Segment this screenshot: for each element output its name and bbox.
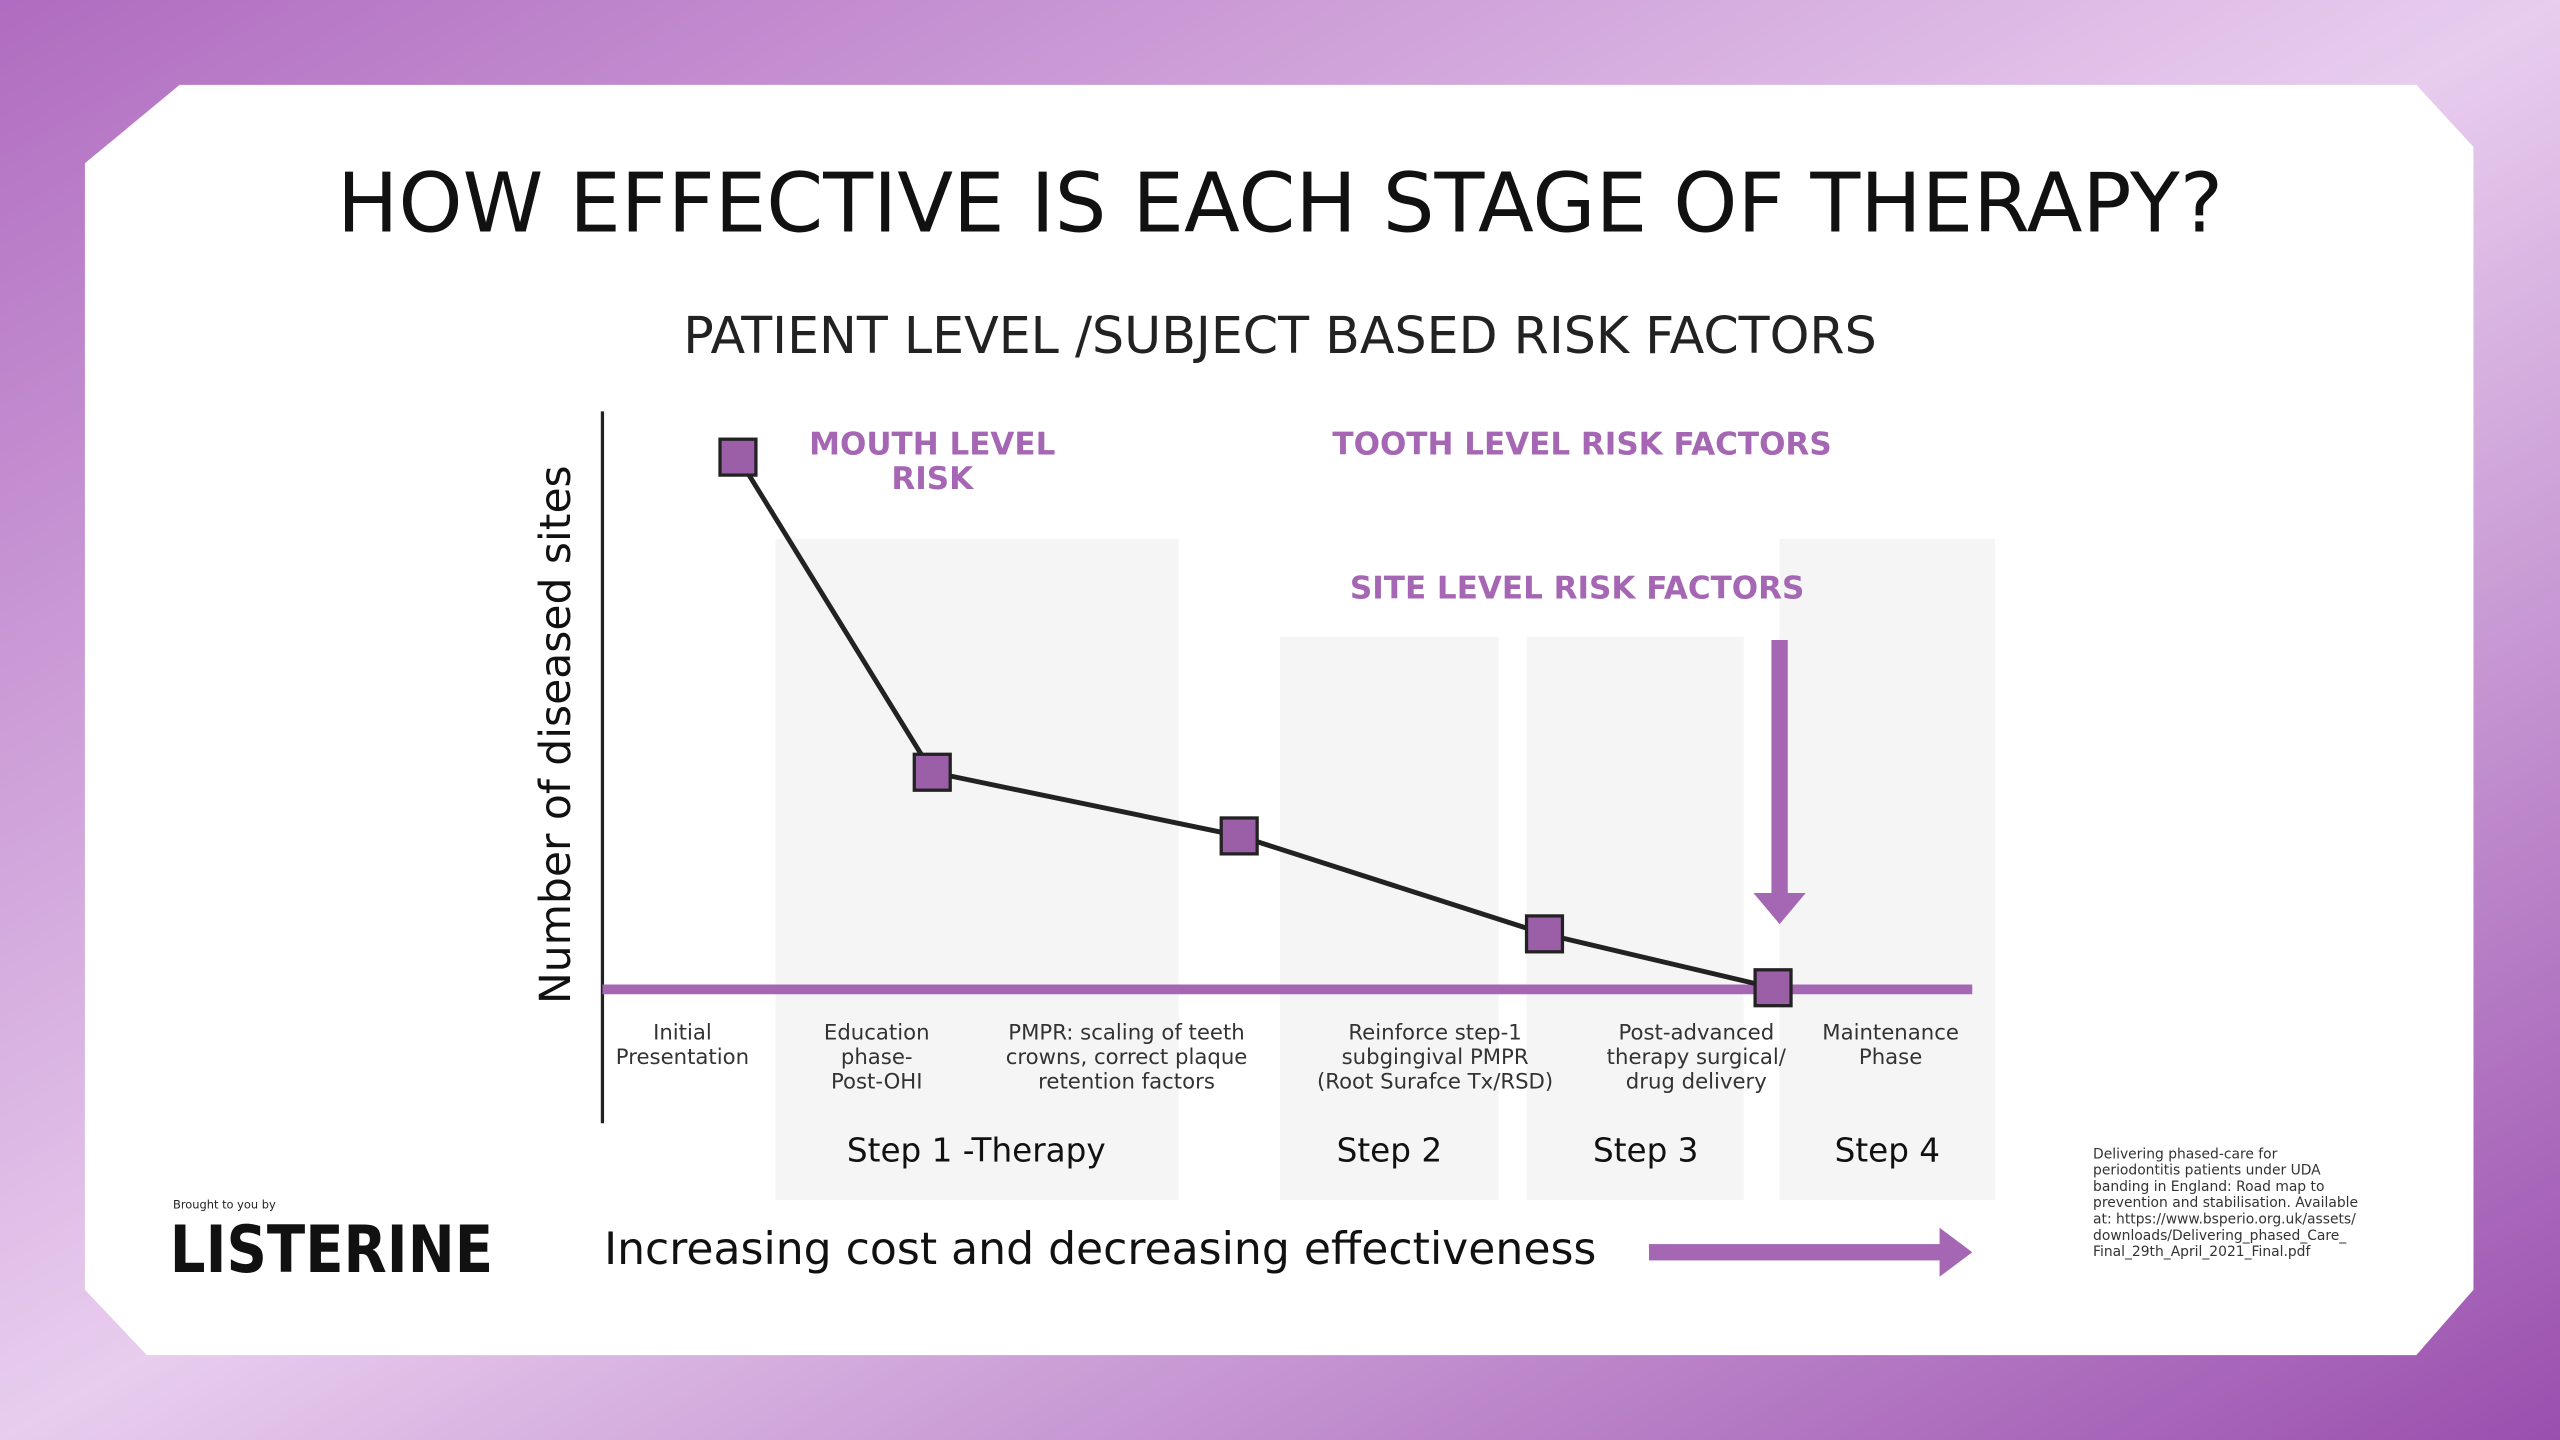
stage-label: therapy surgical/ bbox=[1607, 1045, 1787, 1070]
arrow-head bbox=[1753, 893, 1806, 925]
point bbox=[1524, 914, 1565, 954]
stage-label: phase- bbox=[841, 1045, 913, 1070]
citation: periodontitis patients under UDA bbox=[2093, 1163, 2321, 1179]
stage-label: PMPR: scaling of teeth bbox=[1008, 1020, 1244, 1045]
trend-text: Increasing cost and decreasing effective… bbox=[604, 1224, 1596, 1275]
brand: LISTERINE bbox=[170, 1212, 493, 1288]
band bbox=[775, 538, 1179, 1200]
citation: banding in England: Road map to bbox=[2093, 1179, 2324, 1195]
stage-label: Maintenance bbox=[1822, 1020, 1959, 1045]
stage-label: (Root Surafce Tx/RSD) bbox=[1317, 1069, 1553, 1094]
stage-label: drug delivery bbox=[1626, 1069, 1767, 1094]
citation: at: https://www.bsperio.org.uk/assets/ bbox=[2093, 1212, 2356, 1228]
citation: Final_29th_April_2021_Final.pdf bbox=[2093, 1244, 2311, 1260]
band bbox=[1779, 538, 1996, 1200]
step-label: Step 2 bbox=[1337, 1132, 1442, 1170]
title: HOW EFFECTIVE IS EACH STAGE OF THERAPY? bbox=[337, 156, 2223, 251]
citation: downloads/Delivering_phased_Care_ bbox=[2093, 1228, 2347, 1244]
step-label: Step 4 bbox=[1835, 1132, 1940, 1170]
point bbox=[1219, 816, 1259, 856]
stage-label: retention factors bbox=[1038, 1069, 1215, 1094]
annotation: RISK bbox=[891, 461, 974, 497]
stage-label: Phase bbox=[1859, 1045, 1922, 1070]
trend-arrow bbox=[1648, 1244, 1943, 1261]
stage-label: Presentation bbox=[616, 1045, 749, 1070]
point bbox=[912, 752, 952, 792]
annotation: MOUTH LEVEL bbox=[809, 427, 1055, 463]
brought-by: Brought to you by bbox=[173, 1197, 276, 1211]
point bbox=[1753, 968, 1793, 1008]
y-axis-label: Number of diseased sites bbox=[532, 465, 581, 1004]
stage-label: Education bbox=[824, 1020, 930, 1045]
stage-label: Post-OHI bbox=[831, 1069, 923, 1094]
stage-label: Reinforce step-1 bbox=[1348, 1020, 1521, 1045]
stage-label: Initial bbox=[653, 1020, 712, 1045]
step-label: Step 1 -Therapy bbox=[847, 1132, 1106, 1170]
annotation: SITE LEVEL RISK FACTORS bbox=[1350, 570, 1804, 606]
band bbox=[1280, 636, 1499, 1200]
trend-arrow-head bbox=[1939, 1227, 1973, 1277]
subtitle: PATIENT LEVEL /SUBJECT BASED RISK FACTOR… bbox=[683, 306, 1876, 365]
step-label: Step 3 bbox=[1593, 1132, 1698, 1170]
citation: Delivering phased-care for bbox=[2093, 1146, 2278, 1162]
stage-label: crowns, correct plaque bbox=[1006, 1045, 1248, 1070]
point bbox=[718, 437, 758, 477]
stage-label: subgingival PMPR bbox=[1342, 1045, 1529, 1070]
step-bands bbox=[775, 538, 1996, 1200]
citation: prevention and stabilisation. Available bbox=[2093, 1195, 2358, 1211]
annotation: TOOTH LEVEL RISK FACTORS bbox=[1332, 427, 1831, 463]
stage-label: Post-advanced bbox=[1618, 1020, 1774, 1045]
arrow-shaft bbox=[1771, 640, 1788, 894]
